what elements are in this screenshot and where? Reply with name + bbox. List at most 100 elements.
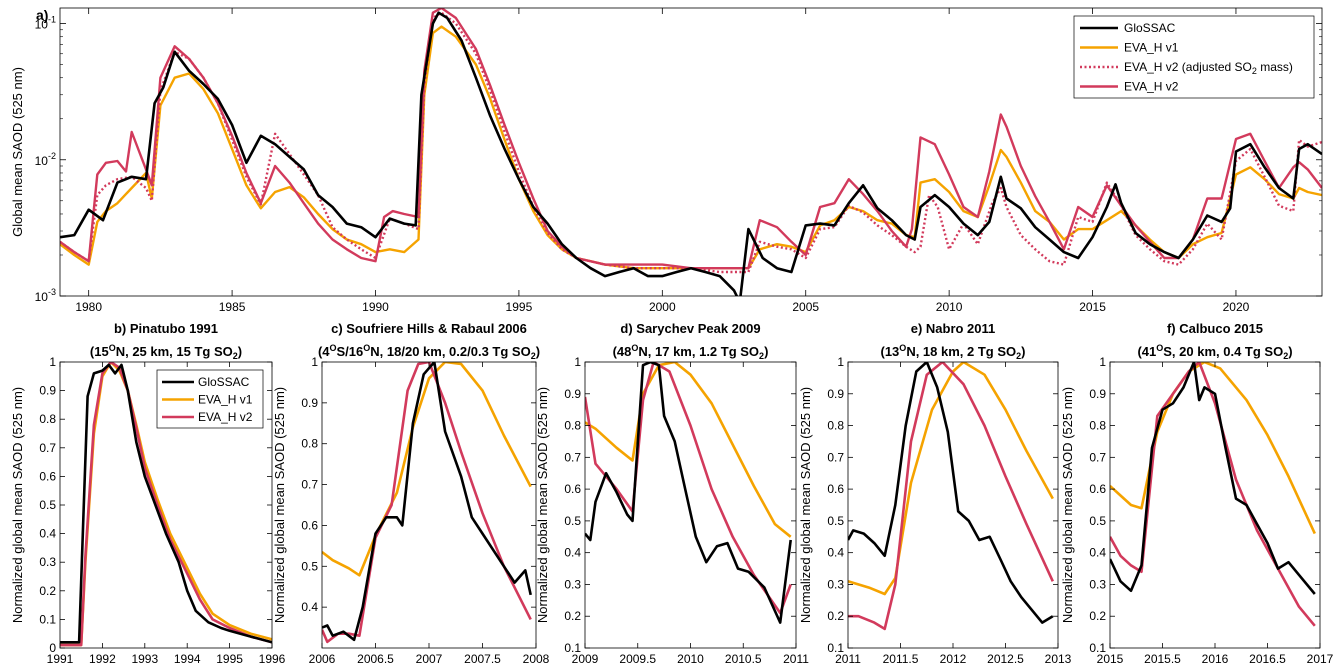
x-tick-label: 2007.5 bbox=[464, 652, 501, 666]
y-tick-label: 0.4 bbox=[39, 527, 56, 541]
y-tick-label: 1 bbox=[311, 355, 318, 369]
y-tick-label: 0.1 bbox=[827, 641, 844, 655]
panel-d: 0.1 0.2 0.3 0.4 0.5 0.6 0.7 0.8 0.9 1 2009 2009.5 20… bbox=[535, 321, 809, 666]
y-tick-label: 0.5 bbox=[301, 559, 318, 573]
x-tick-label: 2020 bbox=[1223, 300, 1250, 314]
y-axis-label: Normalized global mean SAOD (525 nm) bbox=[10, 387, 25, 623]
x-tick-label: 2013 bbox=[1045, 652, 1072, 666]
y-tick-label: 10-2 bbox=[35, 151, 56, 168]
x-tick-label: 2016 bbox=[1202, 652, 1229, 666]
y-axis-label: Normalized global mean SAOD (525 nm) bbox=[798, 387, 813, 623]
x-tick-label: 2000 bbox=[649, 300, 676, 314]
x-tick-label: 1996 bbox=[259, 652, 286, 666]
y-tick-label: 0.3 bbox=[39, 555, 56, 569]
series-line-glossac bbox=[848, 362, 1054, 624]
y-tick-label: 0.7 bbox=[564, 450, 581, 464]
x-tick-label: 1993 bbox=[131, 652, 158, 666]
y-tick-label: 0.8 bbox=[1089, 419, 1106, 433]
x-tick-label: 1990 bbox=[362, 300, 389, 314]
x-tick-label: 2015 bbox=[1097, 652, 1124, 666]
panel-label-a: a) bbox=[36, 7, 48, 23]
y-tick-label: 0.6 bbox=[301, 518, 318, 532]
panel-b: 0 0.1 0.2 0.3 0.4 0.5 0.6 0.7 0.8 0.9 1 1991 1992 199… bbox=[10, 321, 286, 666]
y-tick-label: 0.9 bbox=[301, 396, 318, 410]
y-tick-label: 0.5 bbox=[1089, 514, 1106, 528]
x-tick-label: 2006 bbox=[309, 652, 336, 666]
series-line-eva_v2 bbox=[848, 362, 1054, 631]
series-line-eva_v2 bbox=[60, 362, 272, 647]
legend-label-glossac: GloSSAC bbox=[1124, 21, 1176, 35]
y-tick-label: 10-1 bbox=[35, 15, 56, 32]
series-line-glossac bbox=[60, 363, 272, 644]
y-tick-label: 0.3 bbox=[564, 577, 581, 591]
series-line-eva_v2 bbox=[322, 362, 532, 644]
legend-b: GloSSAC EVA_H v1 EVA_H v2 bbox=[156, 369, 264, 429]
y-tick-label: 1 bbox=[49, 355, 56, 369]
y-tick-label: 0.1 bbox=[39, 612, 56, 626]
x-tick-label: 2011.5 bbox=[883, 652, 919, 666]
y-tick-label: 0.4 bbox=[301, 600, 318, 614]
y-tick-label: 0.8 bbox=[564, 419, 581, 433]
x-tick-label: 1994 bbox=[174, 652, 201, 666]
legend-label-eva_v2: EVA_H v2 bbox=[1124, 80, 1179, 94]
x-tick-label: 2016.5 bbox=[1249, 652, 1286, 666]
x-tick-label: 1985 bbox=[219, 300, 246, 314]
y-axis-label: Normalized global mean SAOD (525 nm) bbox=[1060, 387, 1075, 623]
y-tick-label: 0.3 bbox=[1089, 577, 1106, 591]
panel-a: 10-3 10-2 10-1 1980 1985 1990 1995 2000 2005 2010… bbox=[10, 7, 1323, 314]
panel-title: c) Soufriere Hills & Rabaul 2006 bbox=[331, 321, 527, 336]
legend-label-eva_v1: EVA_H v1 bbox=[1124, 41, 1179, 55]
y-tick-label: 0.5 bbox=[564, 514, 581, 528]
legend-label-glossac: GloSSAC bbox=[198, 375, 250, 389]
y-tick-label: 0.7 bbox=[39, 441, 56, 455]
y-tick-label: 0.2 bbox=[39, 584, 56, 598]
y-tick-label: 0.6 bbox=[1089, 482, 1106, 496]
y-tick-label: 1 bbox=[1099, 355, 1106, 369]
series-line-glossac bbox=[60, 11, 1322, 296]
y-tick-label: 0.2 bbox=[564, 609, 581, 623]
series-line-eva_v1 bbox=[848, 362, 1054, 596]
series-line-eva_v2 bbox=[1110, 362, 1316, 627]
series-line-eva_v1 bbox=[322, 362, 532, 577]
y-tick-label: 0.5 bbox=[827, 514, 844, 528]
x-tick-label: 2010 bbox=[677, 652, 704, 666]
y-tick-label: 0.1 bbox=[1089, 641, 1106, 655]
y-tick-label: 0.6 bbox=[827, 482, 844, 496]
x-tick-label: 2006.5 bbox=[357, 652, 394, 666]
series-line-eva_v1 bbox=[585, 362, 792, 538]
x-tick-label: 2010 bbox=[936, 300, 963, 314]
x-tick-label: 2008 bbox=[523, 652, 550, 666]
y-tick-label: 0.8 bbox=[827, 419, 844, 433]
y-tick-label: 0.3 bbox=[827, 577, 844, 591]
panel-title: d) Sarychev Peak 2009 bbox=[620, 321, 760, 336]
y-tick-label: 0.2 bbox=[827, 609, 844, 623]
y-tick-label: 0.8 bbox=[39, 412, 56, 426]
y-tick-label: 0.6 bbox=[564, 482, 581, 496]
legend-a: GloSSAC EVA_H v1 EVA_H v2 (adjusted SO2 ma… bbox=[1073, 15, 1315, 99]
y-tick-label: 0.7 bbox=[827, 450, 844, 464]
y-tick-label: 0.4 bbox=[1089, 546, 1106, 560]
panel-subtitle: (13ON, 18 km, 2 Tg SO2) bbox=[881, 343, 1026, 361]
legend-label-eva_v2_adj: EVA_H v2 (adjusted SO2 mass) bbox=[1124, 60, 1293, 76]
y-tick-label: 0.6 bbox=[39, 469, 56, 483]
x-tick-label: 2015.5 bbox=[1144, 652, 1181, 666]
panel-title: e) Nabro 2011 bbox=[911, 321, 996, 336]
y-tick-label: 0.4 bbox=[827, 546, 844, 560]
x-tick-label: 1991 bbox=[47, 652, 74, 666]
y-tick-label: 0.2 bbox=[1089, 609, 1106, 623]
y-tick-label: 0.7 bbox=[1089, 450, 1106, 464]
x-tick-label: 2015 bbox=[1079, 300, 1106, 314]
y-tick-label: 0.4 bbox=[564, 546, 581, 560]
y-tick-label: 1 bbox=[837, 355, 844, 369]
legend-box-a bbox=[1073, 15, 1315, 99]
y-tick-label: 0.7 bbox=[301, 478, 318, 492]
y-tick-label: 0.9 bbox=[1089, 387, 1106, 401]
y-axis-label: Normalized global mean SAOD (525 nm) bbox=[272, 387, 287, 623]
x-tick-label: 2017 bbox=[1307, 652, 1334, 666]
panel-subtitle: (15ON, 25 km, 15 Tg SO2) bbox=[90, 343, 242, 361]
x-tick-label: 2009.5 bbox=[619, 652, 656, 666]
series-line-glossac bbox=[1110, 362, 1316, 595]
x-tick-label: 2005 bbox=[792, 300, 819, 314]
y-tick-label: 0.9 bbox=[564, 387, 581, 401]
